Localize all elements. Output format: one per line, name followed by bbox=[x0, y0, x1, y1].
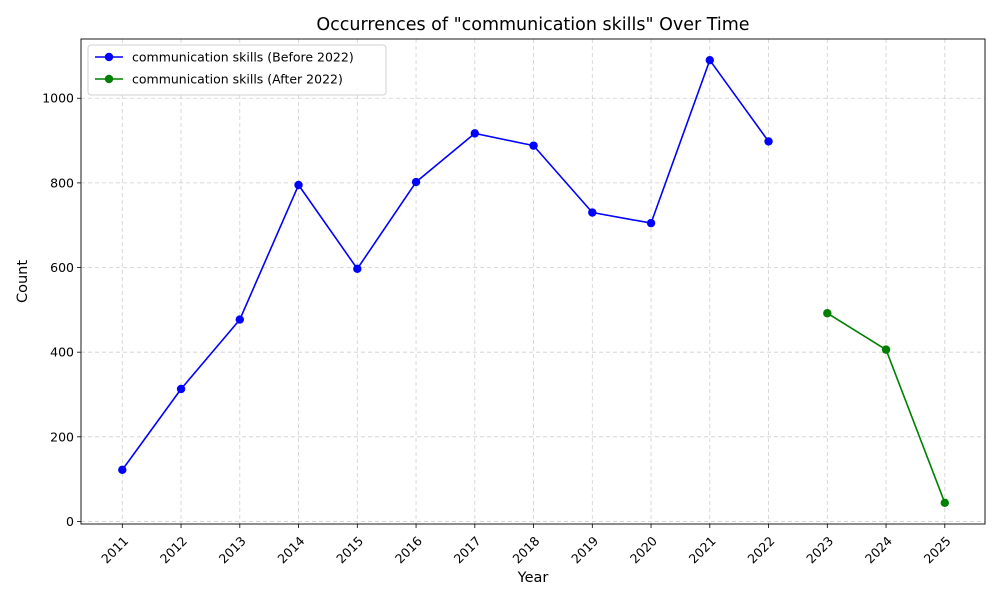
grid-lines bbox=[81, 39, 985, 524]
data-point-2024 bbox=[881, 345, 891, 354]
data-point-2015 bbox=[353, 264, 362, 274]
data-point-2011 bbox=[118, 465, 127, 475]
x-axis-label: Year bbox=[517, 570, 549, 586]
data-point-2016 bbox=[411, 177, 421, 187]
chart-title: Occurrences of "communication skills" Ov… bbox=[316, 15, 749, 35]
legend-label-0: communication skills (Before 2022) bbox=[132, 50, 354, 65]
y-tick-label: 400 bbox=[50, 345, 74, 360]
data-point-2017 bbox=[470, 129, 479, 138]
y-tick-label: 0 bbox=[66, 514, 74, 529]
data-point-2023 bbox=[823, 309, 832, 318]
legend-marker-1 bbox=[104, 74, 114, 84]
legend: communication skills (Before 2022) commun… bbox=[87, 44, 387, 96]
y-tick-label: 600 bbox=[50, 260, 74, 275]
data-point-2013 bbox=[235, 315, 244, 324]
plot-area-frame bbox=[80, 38, 986, 525]
data-point-2012 bbox=[176, 384, 186, 394]
series-line-0 bbox=[121, 59, 770, 471]
legend-box bbox=[87, 44, 387, 96]
data-point-2018 bbox=[529, 141, 538, 150]
y-tick-label: 200 bbox=[50, 429, 74, 444]
data-point-2020 bbox=[646, 218, 656, 228]
y-tick-label: 800 bbox=[50, 175, 74, 190]
legend-label-1: communication skills (After 2022) bbox=[132, 72, 343, 87]
y-tick-label: 1000 bbox=[42, 91, 74, 106]
data-point-2019 bbox=[588, 208, 597, 217]
data-point-2022 bbox=[764, 137, 773, 146]
data-point-2025 bbox=[940, 498, 949, 508]
data-point-2014 bbox=[294, 180, 303, 190]
legend-marker-0 bbox=[104, 52, 114, 62]
series-layer bbox=[118, 55, 949, 508]
y-axis-label: Count bbox=[15, 260, 31, 303]
data-point-2021 bbox=[705, 55, 714, 65]
